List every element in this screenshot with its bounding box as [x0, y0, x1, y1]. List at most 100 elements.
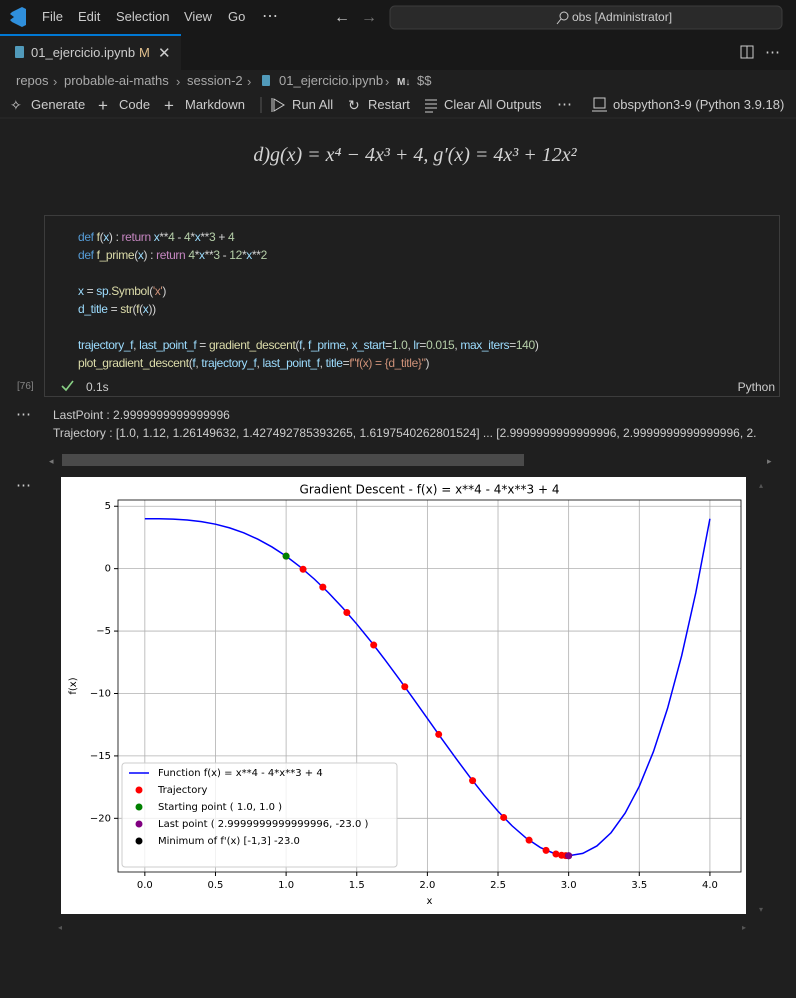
code-token: last_point_f [262, 356, 320, 370]
code-cell[interactable] [44, 215, 780, 397]
toolbar-button[interactable]: Run All [292, 97, 334, 112]
restart-icon: ↻ [348, 97, 360, 113]
code-token: 2 [260, 248, 268, 262]
search-text[interactable]: obs [Administrator] [572, 10, 673, 24]
breadcrumb-separator: › [176, 74, 180, 89]
toolbar-more[interactable]: ⋯ [557, 96, 572, 113]
code-token: title [325, 356, 343, 370]
breadcrumb-item[interactable]: probable-ai-maths [64, 73, 169, 88]
code-token: , [195, 356, 199, 370]
execution-time: 0.1s [86, 380, 109, 394]
output-more[interactable]: ⋯ [16, 477, 31, 494]
legend-label: Starting point ( 1.0, 1.0 ) [158, 802, 282, 813]
code-token: = [199, 338, 206, 352]
code-token: ) [143, 248, 148, 262]
markdown-icon: M↓ [397, 77, 410, 88]
code-line: def f(x) : return x**4 - 4*x**3 + 4 [78, 228, 235, 246]
breadcrumb-item[interactable]: repos [16, 73, 49, 88]
code-line: d_title = str(f(x)) [78, 300, 156, 318]
code-token: : [150, 248, 154, 262]
code-token: * [190, 230, 195, 244]
clear-icon [425, 99, 437, 113]
scatter-point [500, 813, 508, 821]
scroll-up[interactable]: ▴ [759, 481, 763, 490]
kernel-picker[interactable]: obspython3-9 (Python 3.9.18) [613, 97, 785, 112]
code-token: trajectory_f [201, 356, 257, 370]
scatter-point [565, 852, 573, 860]
code-token: 3 [213, 248, 220, 262]
menu-item[interactable]: Go [228, 9, 246, 24]
breadcrumb-item[interactable]: 01_ejercicio.ipynb [279, 73, 384, 88]
code-token: 'x' [152, 284, 163, 298]
code-token: . [108, 284, 112, 298]
code-token: = [385, 338, 392, 352]
active-tab[interactable] [0, 34, 181, 70]
code-token: def [78, 230, 94, 244]
scroll-right[interactable]: ▸ [742, 923, 746, 932]
code-token: * [251, 248, 257, 262]
scroll-right[interactable]: ▸ [767, 456, 772, 466]
breadcrumb-item[interactable]: $$ [417, 73, 432, 88]
code-token: , [133, 338, 137, 352]
toolbar-button[interactable]: Clear All Outputs [444, 97, 542, 112]
code-token: ( [188, 356, 193, 370]
y-tick-label: −15 [90, 751, 111, 762]
code-token: last_point_f [139, 338, 197, 352]
code-token: ( [134, 248, 138, 262]
chart-title: Gradient Descent - f(x) = x**4 - 4*x**3 … [300, 483, 560, 497]
code-token: ) [425, 356, 430, 370]
menu-item[interactable]: Edit [78, 9, 101, 24]
back-button[interactable]: ← [334, 9, 350, 26]
code-token: * [209, 248, 214, 262]
code-token: x [246, 248, 252, 262]
scroll-left[interactable]: ◂ [58, 923, 62, 932]
tab-title[interactable]: 01_ejercicio.ipynb [31, 45, 136, 60]
menu-item[interactable]: Selection [116, 9, 170, 24]
y-axis-label: f(x) [68, 677, 79, 694]
cell-language[interactable]: Python [737, 380, 775, 394]
more-actions[interactable]: ⋯ [765, 44, 780, 61]
code-token: * [204, 230, 210, 244]
toolbar-button[interactable]: Restart [368, 97, 410, 112]
menu-item[interactable]: View [184, 9, 212, 24]
scrollbar-thumb[interactable] [62, 454, 524, 466]
code-token: , [256, 356, 260, 370]
menu-item[interactable]: File [42, 9, 63, 24]
active-tab-indicator [0, 34, 181, 36]
close-tab[interactable]: ✕ [158, 45, 171, 62]
scroll-left[interactable]: ◂ [49, 456, 54, 466]
y-tick-label: −5 [96, 626, 111, 637]
toolbar-button[interactable]: Markdown [185, 97, 245, 112]
toolbar-button[interactable]: Generate [31, 97, 86, 112]
code-token: 1.0 [391, 338, 408, 352]
code-token: return [121, 230, 152, 244]
legend-label: Trajectory [157, 785, 207, 796]
code-token: d_title [78, 302, 108, 316]
toolbar-button[interactable]: Code [119, 97, 151, 112]
breadcrumb-item[interactable]: session-2 [187, 73, 243, 88]
more-menu[interactable]: ⋯ [262, 8, 278, 25]
x-tick-label: 3.5 [631, 880, 647, 891]
x-tick-label: 2.0 [419, 880, 435, 891]
breadcrumb-separator: › [53, 74, 57, 89]
success-icon [61, 380, 74, 392]
code-token: x [199, 248, 205, 262]
code-token: 4 [168, 230, 175, 244]
vscode-logo [10, 7, 26, 27]
scatter-point [370, 641, 378, 649]
tab-badge: M [139, 45, 150, 60]
output-more[interactable]: ⋯ [16, 406, 31, 423]
notebook-icon [15, 46, 24, 58]
code-token: max_iters [460, 338, 510, 352]
code-token: 4 [227, 230, 235, 244]
code-token: * [194, 248, 200, 262]
x-tick-label: 1.0 [278, 880, 294, 891]
forward-button[interactable]: → [361, 9, 377, 26]
search-box[interactable] [389, 5, 783, 30]
code-token: x_start [351, 338, 386, 352]
code-token: * [163, 230, 169, 244]
code-token: sp [96, 284, 109, 298]
code-token: f [96, 230, 100, 244]
scroll-down[interactable]: ▾ [759, 905, 763, 914]
